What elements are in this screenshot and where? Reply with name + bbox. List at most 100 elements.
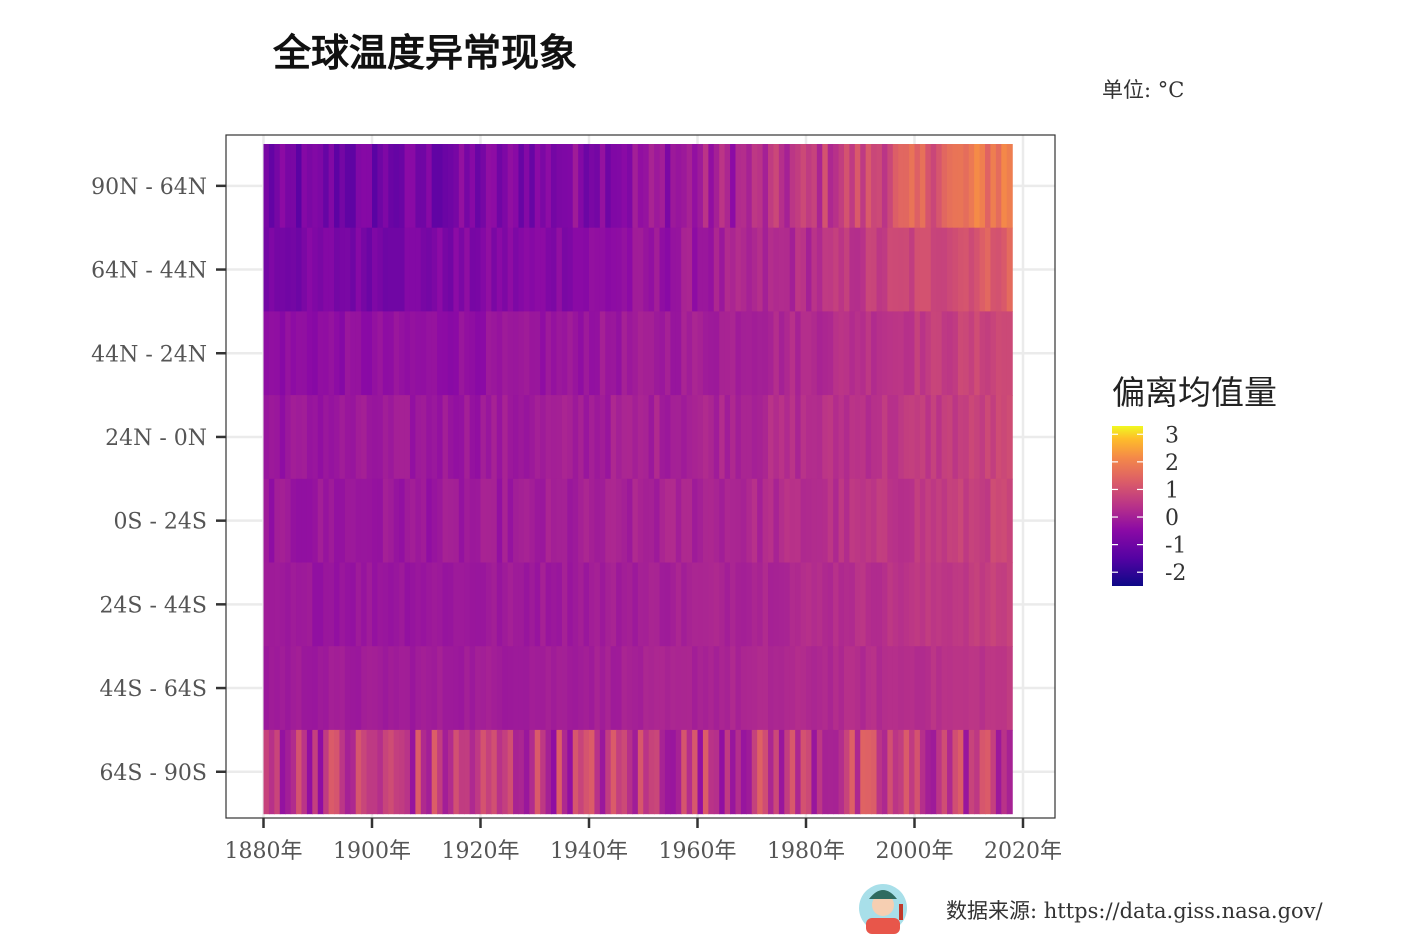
heatmap-cell: [843, 562, 851, 647]
heatmap-cell: [778, 144, 785, 229]
heatmap-cell: [420, 395, 427, 480]
heatmap-cell: [420, 729, 427, 815]
heatmap-cell: [757, 311, 764, 396]
heatmap-cell: [621, 227, 628, 312]
heatmap-cell: [833, 646, 840, 731]
heatmap-cell: [898, 646, 905, 731]
heatmap-cell: [561, 227, 568, 312]
heatmap-cell: [957, 395, 964, 480]
heatmap-cell: [952, 562, 959, 647]
heatmap-cell: [334, 311, 341, 396]
heatmap-cell: [670, 478, 677, 564]
heatmap-cell: [637, 729, 644, 815]
heatmap-cell: [372, 395, 379, 480]
heatmap-cell: [263, 395, 270, 480]
heatmap-cell: [643, 562, 650, 647]
heatmap-cell: [534, 478, 541, 564]
heatmap-cell: [561, 646, 568, 731]
heatmap-cell: [431, 144, 438, 229]
heatmap-cell: [762, 562, 769, 647]
heatmap-cell: [947, 729, 954, 815]
heatmap-cell: [881, 395, 888, 480]
heatmap-cell: [420, 562, 427, 647]
heatmap-cell: [664, 395, 671, 480]
heatmap-cell: [496, 227, 503, 312]
heatmap-cell: [990, 729, 997, 815]
heatmap-cell: [719, 311, 726, 396]
heatmap-cell: [719, 144, 726, 229]
heatmap-cell: [540, 562, 547, 647]
heatmap-cell: [724, 227, 731, 312]
heatmap-cell: [469, 729, 476, 815]
heatmap-cell: [632, 311, 639, 396]
heatmap-cell: [985, 478, 992, 564]
heatmap-cell: [616, 227, 623, 312]
heatmap-cell: [697, 311, 704, 396]
heatmap-cell: [708, 646, 715, 731]
heatmap-cell: [692, 227, 699, 312]
y-tick-label: 90N - 64N: [91, 175, 207, 200]
heatmap-cell: [827, 144, 834, 229]
heatmap-cell: [995, 144, 1002, 229]
heatmap-cell: [941, 144, 948, 229]
heatmap-cell: [404, 395, 411, 480]
heatmap-cell: [583, 729, 590, 815]
heatmap-cell: [334, 144, 341, 229]
heatmap-cell: [453, 227, 460, 312]
heatmap-cell: [518, 395, 525, 480]
heatmap-cell: [979, 729, 986, 815]
heatmap-cell: [583, 311, 590, 396]
heatmap-cell: [849, 395, 856, 480]
heatmap-cell: [659, 478, 666, 564]
heatmap-cell: [854, 478, 861, 564]
heatmap-cell: [350, 729, 357, 815]
heatmap-cell: [589, 227, 596, 312]
legend-tick-label: 3: [1165, 423, 1179, 448]
heatmap-cell: [697, 562, 704, 647]
heatmap-cell: [393, 395, 400, 480]
heatmap-cell: [393, 144, 400, 229]
heatmap-cell: [789, 395, 796, 480]
heatmap-cell: [735, 144, 742, 229]
heatmap-cell: [957, 562, 964, 647]
heatmap-cell: [968, 478, 975, 564]
heatmap-cell: [686, 395, 693, 480]
heatmap-cell: [795, 478, 802, 564]
heatmap-cell: [366, 227, 373, 312]
heatmap-cell: [502, 562, 509, 647]
heatmap-cell: [279, 646, 286, 731]
heatmap-cell: [909, 395, 916, 480]
heatmap-cell: [637, 562, 644, 647]
heatmap-cell: [822, 395, 829, 480]
heatmap-cell: [746, 227, 753, 312]
heatmap-cell: [914, 646, 921, 731]
heatmap-cell: [919, 395, 926, 480]
heatmap-cell: [507, 478, 514, 564]
heatmap-cell: [399, 144, 406, 229]
heatmap-cell: [599, 144, 606, 229]
heatmap-cell: [876, 729, 883, 815]
heatmap-cell: [800, 646, 807, 731]
heatmap-cell: [415, 227, 422, 312]
heatmap-cell: [279, 729, 286, 815]
heatmap-cell: [919, 729, 926, 815]
heatmap-cell: [898, 144, 905, 229]
heatmap-cell: [328, 729, 335, 815]
heatmap-cell: [523, 562, 530, 647]
heatmap-cell: [800, 478, 807, 564]
heatmap-cell: [534, 646, 541, 731]
heatmap-cell: [344, 311, 351, 396]
heatmap-cell: [887, 311, 894, 396]
heatmap-cell: [594, 395, 601, 480]
heatmap-cell: [740, 562, 747, 647]
heatmap-cell: [697, 227, 704, 312]
heatmap-cell: [838, 144, 845, 229]
heatmap-cell: [382, 562, 389, 647]
heatmap-cell: [632, 646, 639, 731]
heatmap-cell: [589, 562, 596, 647]
heatmap-cell: [306, 395, 313, 480]
heatmap-cell: [626, 395, 634, 480]
x-tick-label: 1940年: [550, 839, 628, 864]
heatmap-cell: [540, 395, 547, 480]
heatmap-cell: [871, 311, 878, 396]
